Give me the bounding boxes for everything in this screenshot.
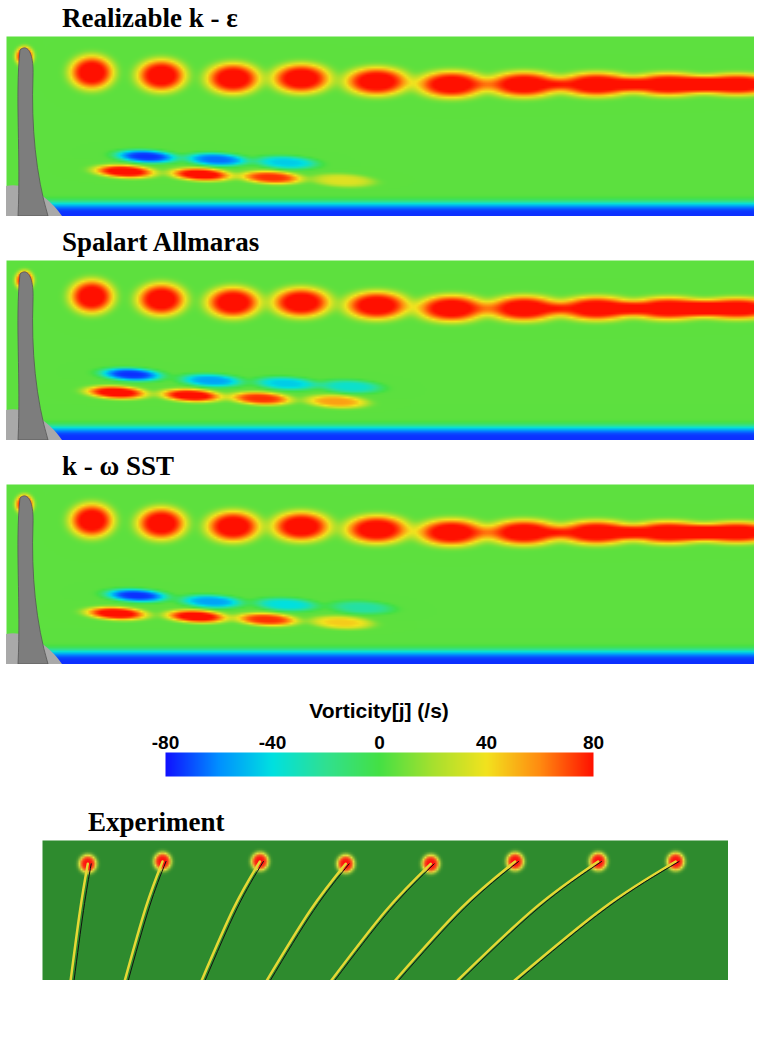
html-text:Vorticity[j] (/s): Vorticity[j] (/s): [309, 699, 449, 722]
html-text:Realizable k - ε: Realizable k - ε: [62, 3, 238, 33]
html-text:k - ω SST: k - ω SST: [62, 451, 174, 481]
html-text:Spalart Allmaras: Spalart Allmaras: [62, 227, 260, 257]
svg-text:80: 80: [583, 732, 604, 753]
svg-text:0: 0: [374, 732, 385, 753]
svg-text:-40: -40: [259, 732, 286, 753]
svg-text:40: 40: [476, 732, 497, 753]
html-text:Experiment: Experiment: [88, 807, 225, 837]
svg-text:-80: -80: [152, 732, 179, 753]
